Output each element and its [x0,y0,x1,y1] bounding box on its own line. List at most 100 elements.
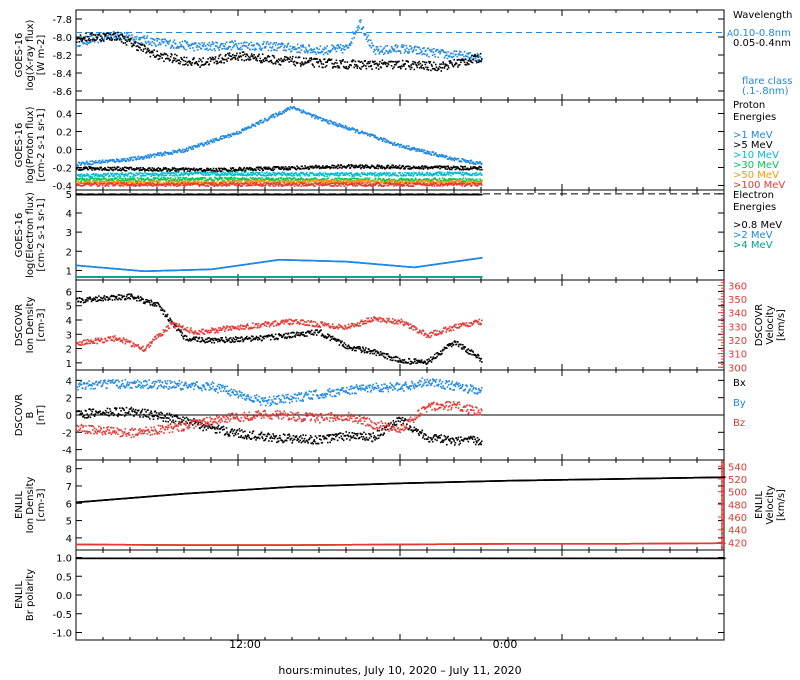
data-point [379,138,381,140]
data-point [142,48,145,51]
data-point [320,174,323,177]
data-point [231,178,233,180]
data-point [443,179,445,182]
data-point [352,127,354,130]
data-point [213,141,216,143]
data-point [139,36,142,39]
data-point [400,52,402,54]
data-point [392,144,395,146]
data-point [431,54,434,56]
data-point [138,167,140,169]
data-point [252,48,254,51]
data-point [90,182,93,184]
data-point [231,46,234,49]
data-point [181,182,184,184]
data-point [88,41,91,44]
data-point [121,168,123,170]
data-point [247,172,249,174]
data-point [104,167,106,169]
data-point [230,55,233,58]
data-point [280,45,282,48]
data-point [346,67,348,70]
data-point [94,162,96,164]
data-point [414,45,417,48]
data-point [277,43,280,45]
data-point [220,183,223,185]
data-point [313,114,316,116]
data-point [188,44,191,46]
data-point [247,182,250,184]
data-point [207,49,209,52]
data-point [455,53,457,56]
data-point [181,58,184,61]
data-point [474,180,476,183]
data-point [96,36,99,38]
data-point [205,172,208,175]
data-point [151,185,154,187]
data-point [139,168,141,171]
data-point [344,44,347,47]
data-point [306,52,309,54]
data-point [318,65,320,68]
data-point [174,150,176,152]
data-point [422,66,425,69]
data-point [327,181,329,184]
data-point [109,175,111,178]
data-point [188,180,191,182]
data-point [288,61,290,63]
data-point [398,167,400,169]
data-point [427,69,430,71]
data-point [447,166,450,169]
y-tick-label: -8.6 [52,87,72,98]
data-point [400,177,403,179]
data-point [171,172,173,174]
data-point [308,174,311,176]
data-point [98,182,100,184]
data-point [246,54,249,56]
data-point [311,165,314,168]
data-point [458,180,461,183]
data-point [265,172,267,175]
data-point [106,169,109,171]
data-point [174,53,176,56]
data-point [322,63,325,65]
data-point [261,53,264,56]
data-point [476,178,478,181]
data-point [214,174,217,176]
data-point [144,183,147,185]
data-point [212,182,215,185]
data-point [300,109,302,112]
data-point [471,61,474,64]
data-point [95,39,97,41]
data-point [168,57,170,60]
data-point [114,181,117,183]
data-point [215,62,218,65]
data-point [332,179,335,182]
data-point [441,156,444,158]
data-point [366,177,369,180]
data-point [157,167,160,169]
data-point [339,166,341,169]
data-point [202,57,204,59]
data-point [190,148,193,150]
data-point [192,177,195,180]
data-point [444,174,447,176]
data-point [361,130,363,132]
data-point [342,65,345,68]
data-point [363,132,365,135]
data-point [328,58,330,60]
data-point [158,38,160,40]
data-point [98,180,101,183]
legend-title: Wavelength [733,10,792,21]
data-point [176,151,179,154]
data-point [323,175,326,177]
data-point [102,32,104,35]
data-point [393,66,395,68]
data-point [185,177,188,179]
data-point [76,41,78,43]
data-point [107,166,109,169]
data-point [390,51,392,53]
data-point [84,167,87,170]
data-point [268,60,270,63]
data-point [235,54,238,57]
